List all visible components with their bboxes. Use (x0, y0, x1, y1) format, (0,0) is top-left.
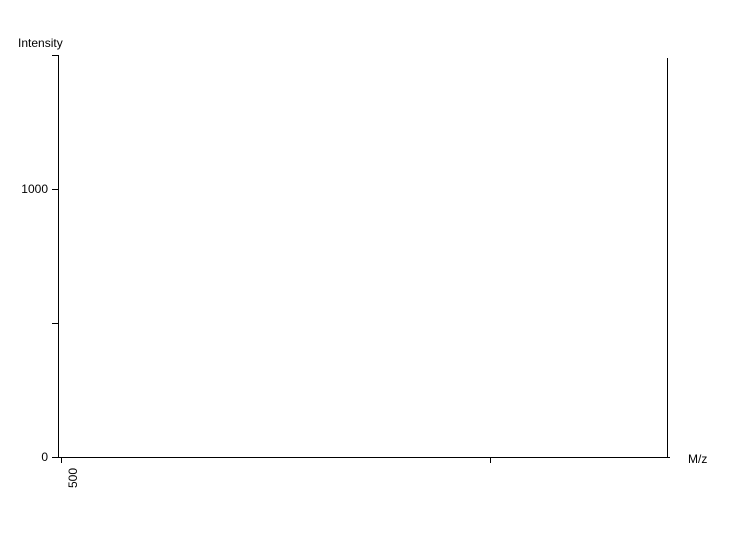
y-tick-label: 1000 (21, 182, 48, 196)
x-axis-title: M/z (688, 452, 707, 466)
x-tick-label: 500 (66, 468, 80, 488)
x-axis-line (58, 457, 670, 458)
peak-bar (667, 58, 668, 457)
y-tick-label: 0 (41, 450, 48, 464)
x-tick (61, 457, 62, 463)
y-axis-line (58, 55, 59, 457)
y-tick (52, 55, 58, 56)
y-tick (52, 189, 58, 190)
x-tick (490, 457, 491, 463)
y-tick (52, 457, 58, 458)
y-tick (52, 323, 58, 324)
spectrum-chart: Intensity M/z 0 1000 500 (0, 0, 750, 540)
y-axis-title: Intensity (18, 36, 63, 50)
